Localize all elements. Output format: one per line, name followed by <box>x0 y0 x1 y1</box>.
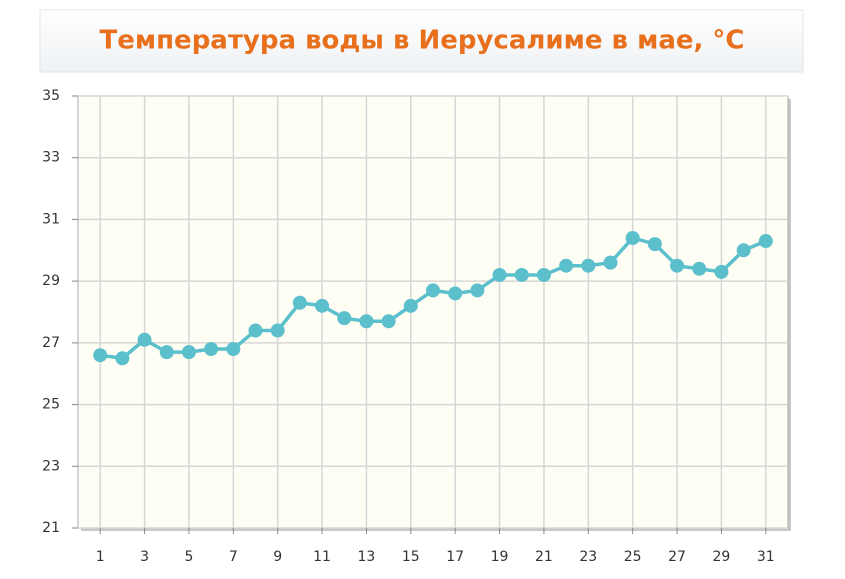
y-tick-label: 33 <box>42 150 60 166</box>
point <box>492 267 507 282</box>
point <box>670 258 685 273</box>
point <box>647 237 662 252</box>
point <box>714 264 729 279</box>
x-tick-label: 21 <box>535 549 553 565</box>
y-tick-label: 23 <box>42 458 60 474</box>
point <box>692 261 707 276</box>
x-tick-label: 31 <box>757 549 775 565</box>
point <box>581 258 596 273</box>
x-tick-label: 5 <box>184 549 193 565</box>
y-tick-label: 29 <box>42 273 60 289</box>
point <box>536 267 551 282</box>
x-tick-label: 15 <box>402 549 420 565</box>
point <box>625 230 640 245</box>
point <box>159 345 174 360</box>
y-tick-label: 35 <box>42 88 60 104</box>
plot-area <box>77 95 789 529</box>
x-tick-label: 17 <box>446 549 464 565</box>
title-box <box>39 9 804 73</box>
x-tick-label: 29 <box>713 549 731 565</box>
x-tick-label: 11 <box>313 549 331 565</box>
point <box>448 286 463 301</box>
point <box>426 283 440 298</box>
point <box>204 342 219 357</box>
point <box>403 298 418 313</box>
point <box>736 243 751 258</box>
point <box>381 314 396 329</box>
point <box>93 348 108 363</box>
point <box>359 314 374 329</box>
point <box>137 332 152 347</box>
x-tick-label: 3 <box>140 549 149 565</box>
point <box>603 255 618 270</box>
point <box>226 342 241 357</box>
x-tick-label: 27 <box>668 549 686 565</box>
point <box>559 258 574 273</box>
y-tick-label: 25 <box>42 397 60 413</box>
point <box>315 298 330 313</box>
point <box>181 345 196 360</box>
x-tick-label: 13 <box>358 549 376 565</box>
y-tick-label: 21 <box>42 520 60 536</box>
point <box>514 267 529 282</box>
point <box>292 295 307 310</box>
point <box>270 323 285 338</box>
y-tick-label: 27 <box>42 335 60 351</box>
x-tick-label: 9 <box>273 549 282 565</box>
point <box>758 234 773 249</box>
x-tick-label: 19 <box>491 549 509 565</box>
x-tick-label: 23 <box>579 549 597 565</box>
y-tick-label: 31 <box>42 211 60 227</box>
point <box>337 311 352 326</box>
chart-title: Температура воды в Иерусалиме в мае, °C <box>99 26 744 56</box>
point <box>470 283 485 298</box>
x-tick-label: 1 <box>96 549 105 565</box>
point <box>248 323 263 338</box>
point <box>115 351 130 366</box>
x-tick-label: 7 <box>229 549 238 565</box>
x-tick-label: 25 <box>624 549 642 565</box>
